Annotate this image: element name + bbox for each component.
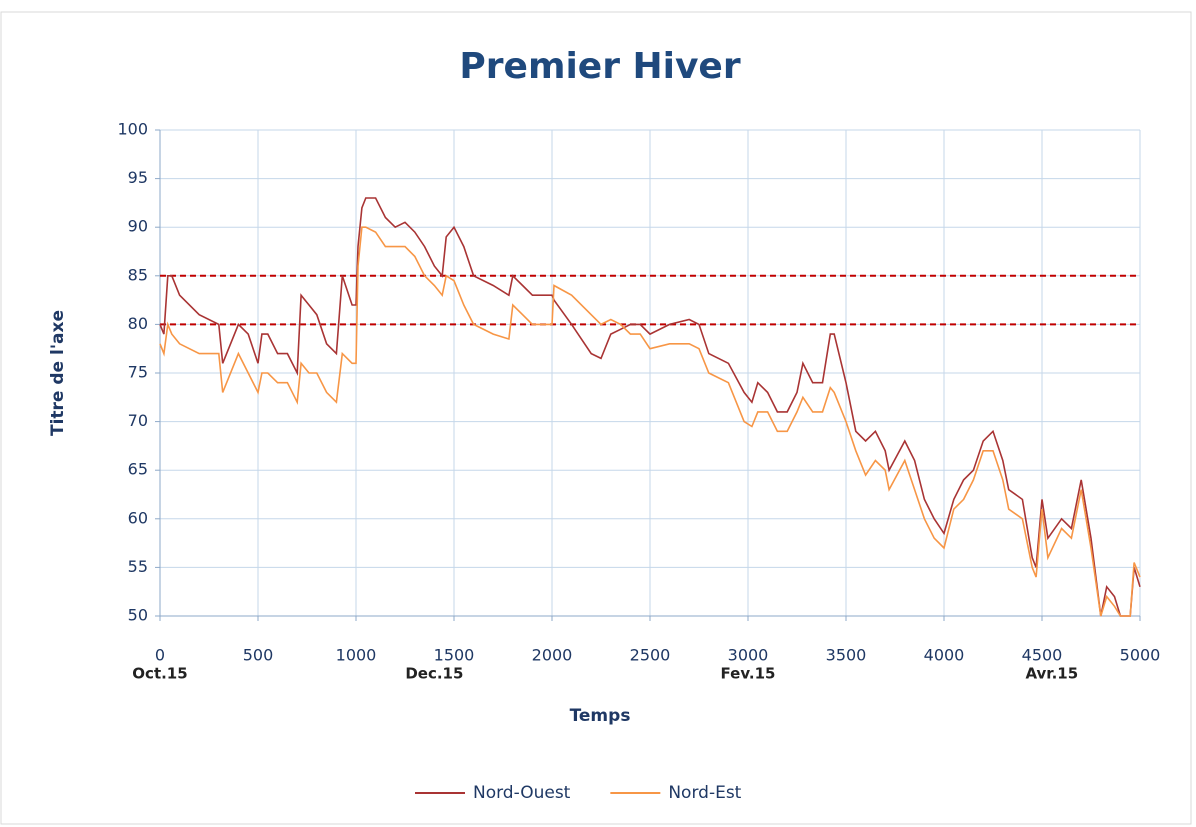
- x-tick-label: 3500: [826, 646, 867, 665]
- legend-label: Nord-Ouest: [473, 783, 571, 803]
- x-tick-label: 500: [243, 646, 274, 665]
- y-tick-label: 85: [128, 265, 148, 284]
- y-tick-label: 95: [128, 168, 148, 187]
- y-tick-label: 70: [128, 411, 148, 430]
- chart-frame: [0, 11, 1192, 825]
- x-tick-label: 3000: [728, 646, 769, 665]
- y-tick-label: 90: [128, 217, 148, 236]
- y-tick-label: 50: [128, 606, 148, 625]
- x-tick-label: 4500: [1022, 646, 1063, 665]
- y-tick-label: 55: [128, 557, 148, 576]
- date-annotation: Dec.15: [405, 665, 463, 683]
- y-tick-label: 80: [128, 314, 148, 333]
- x-axis-title: Temps: [570, 706, 631, 726]
- data-line: [159, 226, 1141, 617]
- data-line: [159, 197, 1141, 617]
- x-tick-label: 5000: [1120, 646, 1161, 665]
- y-tick-label: 60: [128, 508, 148, 527]
- y-tick-label: 65: [128, 460, 148, 479]
- x-tick-label: 2500: [630, 646, 671, 665]
- x-tick-label: 2000: [532, 646, 573, 665]
- annotation-background: [128, 662, 192, 685]
- date-annotation: Oct.15: [132, 665, 187, 683]
- x-tick-label: 1500: [434, 646, 475, 665]
- date-annotation: Avr.15: [1025, 665, 1078, 683]
- annotation-background: [1021, 662, 1083, 685]
- y-tick-label: 100: [117, 120, 148, 139]
- y-axis-title: Titre de l'axe: [48, 310, 68, 436]
- annotation-background: [401, 662, 468, 685]
- chart-title: Premier Hiver: [459, 46, 740, 87]
- date-annotation: Fev.15: [721, 665, 776, 683]
- x-tick-label: 1000: [336, 646, 377, 665]
- legend-label: Nord-Est: [668, 783, 741, 803]
- y-tick-label: 75: [128, 363, 148, 382]
- annotation-background: [716, 662, 780, 685]
- x-tick-label: 0: [155, 646, 165, 665]
- x-tick-label: 4000: [924, 646, 965, 665]
